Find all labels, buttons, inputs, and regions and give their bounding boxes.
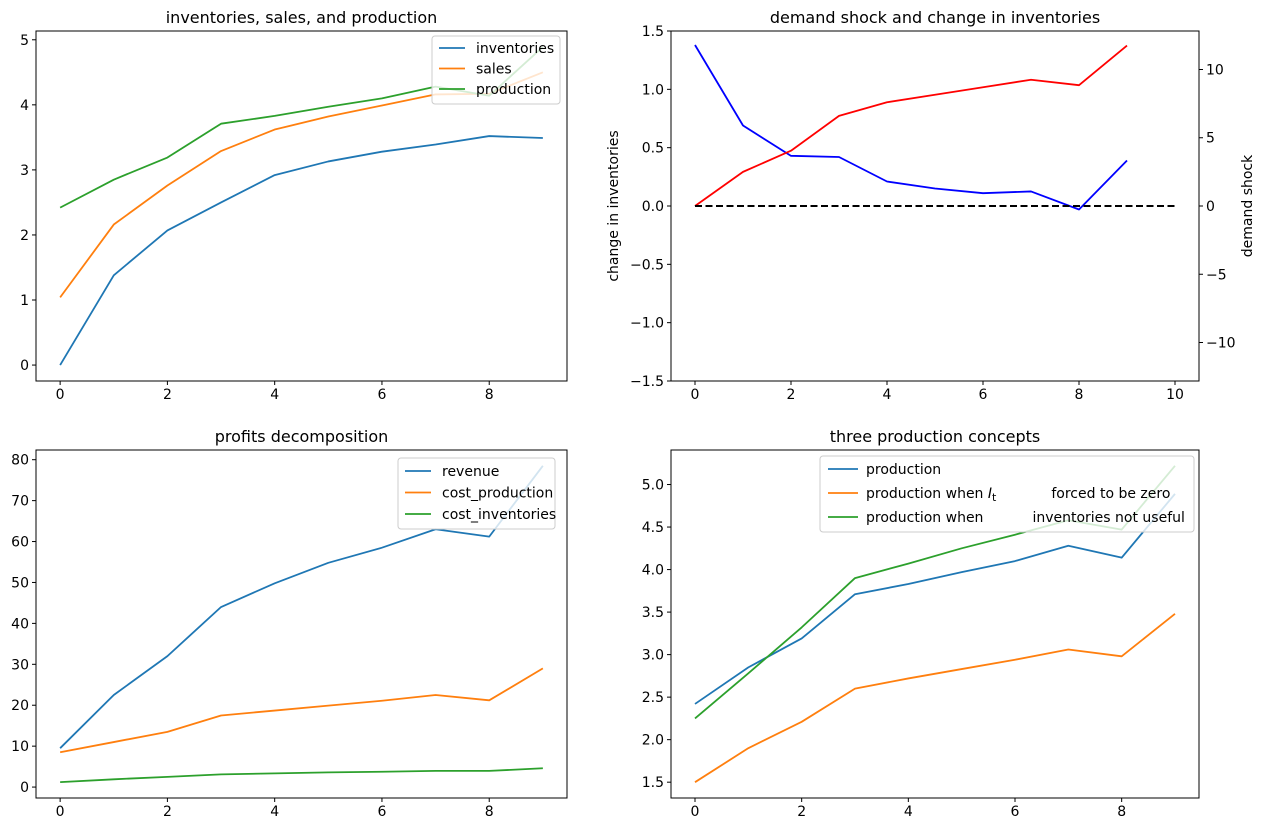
y-tick-label: 0.0	[642, 199, 664, 215]
y-tick-label: 3.5	[642, 605, 664, 621]
series-line-production-when-i-t-forced-to-be-zero	[694, 613, 1176, 783]
legend-entry-label: production when inventories not useful	[866, 510, 1185, 526]
y2-tick-label: −10	[1206, 336, 1236, 352]
subplot-inventories-sales-production: 0 2 4 6 8012345inventoriessalesproductioninv…	[20, 8, 568, 403]
series-line-demand-shock	[694, 44, 1128, 207]
x-tick-label: 8	[485, 387, 494, 403]
series-line-cost-production	[59, 667, 544, 754]
y-tick-label: 4.0	[642, 563, 664, 579]
legend-entry-label: production when It forced to be zero	[866, 486, 1170, 504]
legend: revenue cost_production cost_inventories	[397, 457, 556, 530]
x-tick-label: 6	[377, 804, 386, 820]
legend-box	[819, 455, 1195, 533]
series-line-change-in-inventories	[694, 44, 1128, 211]
x-tick-label: 8	[1075, 387, 1084, 403]
legend: production production when It forced to be…	[819, 455, 1195, 533]
subplot-three-production-concepts: 0 2 4 6 81.52.02.53.03.54.04.55.0productionp…	[642, 427, 1200, 820]
y-tick-label: 2	[20, 228, 29, 244]
legend-entry-label: inventories	[476, 41, 554, 57]
y-axis-label: change in inventories	[606, 130, 622, 281]
chart-title: demand shock and change in inventories	[770, 8, 1100, 27]
x-tick-label: 6	[1011, 804, 1020, 820]
x-tick-label: 8	[1117, 804, 1126, 820]
legend-entry-label: production	[476, 82, 551, 98]
axes-spines	[35, 30, 568, 382]
y2-tick-label: 10	[1206, 62, 1224, 78]
series-line-revenue	[59, 465, 544, 749]
series-line-production	[694, 493, 1176, 705]
x-tick-label: 6	[377, 387, 386, 403]
y-tick-label: 1.5	[642, 24, 664, 40]
series-line-sales	[59, 71, 544, 298]
axes-spines	[35, 449, 568, 799]
subplot-demand-shock-and-change-in-inventories: 0 2 4 6 8 10 −1.5 −1.0 −0.5 0.0 0.5 1.0 1.5 −10 −5 0 5 10…	[606, 8, 1256, 403]
x-tick-label: 4	[883, 387, 892, 403]
y-tick-label: 4	[20, 98, 29, 114]
series-line-inventories	[59, 135, 543, 366]
y-tick-label: 0	[20, 358, 29, 374]
series-line-cost-inventories	[60, 767, 543, 784]
x-tick-label: 0	[691, 804, 700, 820]
y-tick-label: 0	[20, 780, 29, 796]
x-tick-label: 2	[787, 387, 796, 403]
legend-entry-label: production	[866, 462, 941, 478]
chart-title: profits decomposition	[215, 427, 389, 446]
legend-entry-label: cost_production	[442, 486, 553, 502]
y-tick-label: 40	[11, 616, 29, 632]
y-tick-label: 30	[11, 657, 29, 673]
y-tick-label: 4.5	[642, 520, 664, 536]
legend-entry-label: cost_inventories	[442, 507, 556, 523]
x-tick-label: 10	[1166, 387, 1184, 403]
y-tick-label: 3	[20, 163, 29, 179]
y2-tick-label: 5	[1206, 131, 1215, 147]
chart-title: inventories, sales, and production	[166, 8, 438, 27]
legend-entry-label: revenue	[442, 464, 499, 480]
y2-tick-label: 0	[1206, 199, 1215, 215]
y-tick-label: −1.0	[630, 316, 664, 332]
x-tick-label: 6	[979, 387, 988, 403]
y-tick-label: −0.5	[630, 257, 664, 273]
y-tick-label: 5.0	[642, 478, 664, 494]
x-tick-label: 4	[270, 387, 279, 403]
legend: inventories sales production	[431, 35, 561, 105]
y-tick-label: 2.0	[642, 733, 664, 749]
legend-box	[431, 35, 561, 105]
x-tick-label: 2	[163, 387, 172, 403]
x-tick-label: 8	[485, 804, 494, 820]
x-tick-label: 0	[691, 387, 700, 403]
y-tick-label: 20	[11, 698, 29, 714]
y2-axis-label: demand shock	[1240, 154, 1256, 257]
y-tick-label: 70	[11, 494, 29, 510]
subplot-profits-decomposition: 0 2 4 6 801020304050607080revenuecost_produc…	[11, 427, 568, 820]
y2-tick-label: −5	[1206, 267, 1227, 283]
x-tick-label: 4	[270, 804, 279, 820]
y-tick-label: 80	[11, 453, 29, 469]
x-tick-label: 0	[56, 387, 65, 403]
y-tick-label: 3.0	[642, 648, 664, 664]
y-tick-label: 10	[11, 739, 29, 755]
y-tick-label: −1.5	[630, 374, 664, 390]
x-tick-label: 2	[163, 804, 172, 820]
y-tick-label: 1	[20, 293, 29, 309]
y-tick-label: 5	[20, 33, 29, 49]
axes-spines	[670, 449, 1200, 799]
x-tick-label: 2	[797, 804, 806, 820]
y-tick-label: 1.0	[642, 82, 664, 98]
legend-box	[397, 457, 556, 530]
x-tick-label: 0	[56, 804, 65, 820]
y-tick-label: 0.5	[642, 141, 664, 157]
y-tick-label: 1.5	[642, 775, 664, 791]
legend-entry-label: sales	[476, 62, 512, 78]
y-tick-label: 50	[11, 575, 29, 591]
y-tick-label: 60	[11, 535, 29, 551]
chart-title: three production concepts	[830, 427, 1041, 446]
y-tick-label: 2.5	[642, 690, 664, 706]
x-tick-label: 4	[904, 804, 913, 820]
